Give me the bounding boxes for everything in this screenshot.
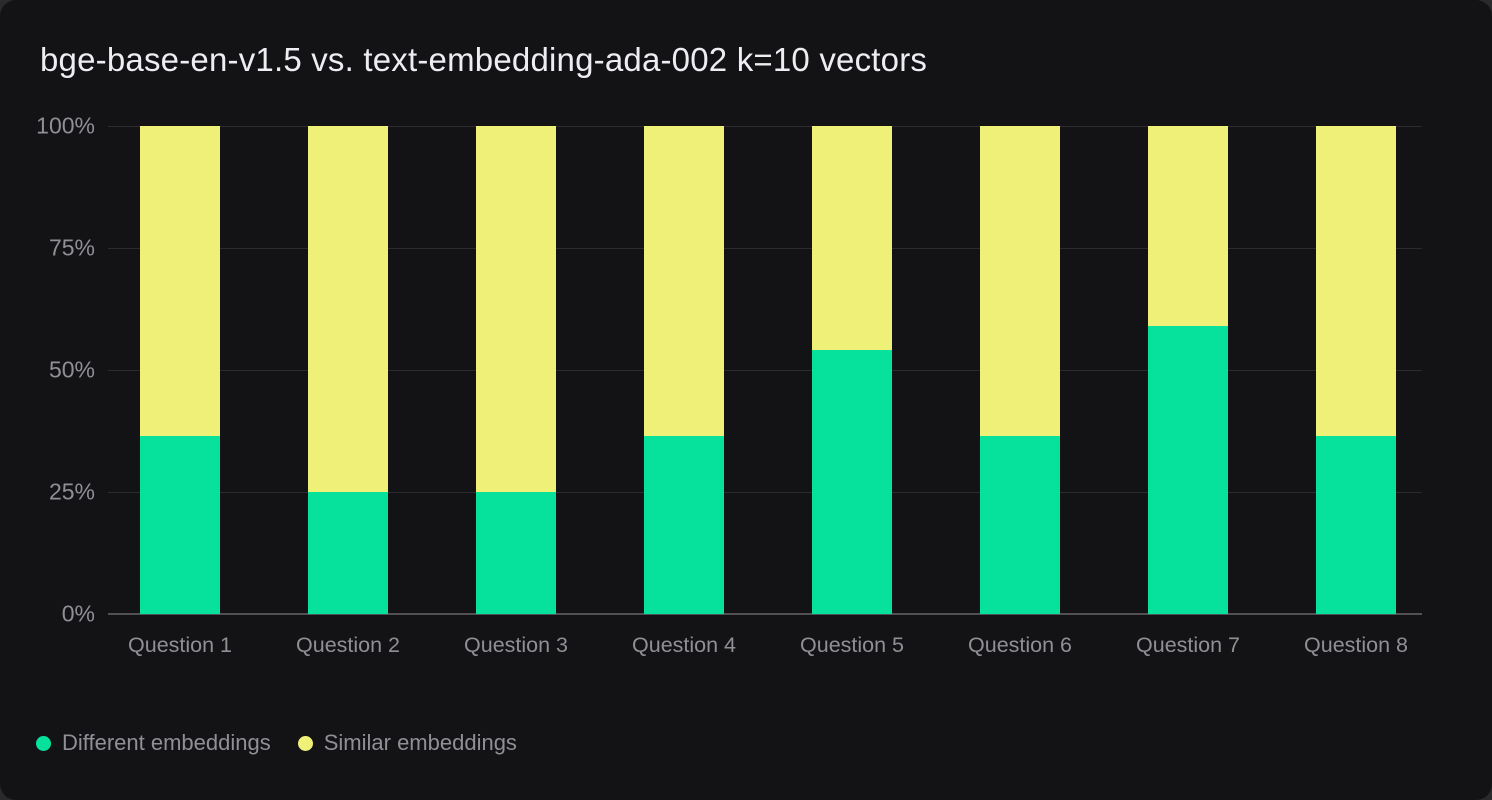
bar-segment-similar xyxy=(644,126,724,436)
chart-title: bge-base-en-v1.5 vs. text-embedding-ada-… xyxy=(40,41,928,78)
x-tick-label: Question 1 xyxy=(128,633,232,657)
bar-4 xyxy=(644,126,724,614)
x-tick-label: Question 2 xyxy=(296,633,400,657)
x-tick-label: Question 8 xyxy=(1304,633,1408,657)
bar-segment-similar xyxy=(812,126,892,351)
bar-segment-similar xyxy=(476,126,556,492)
x-tick-label: Question 3 xyxy=(464,633,568,657)
bar-segment-different xyxy=(476,492,556,614)
bar-segment-different xyxy=(308,492,388,614)
bar-segment-similar xyxy=(980,126,1060,436)
bar-segment-different xyxy=(644,435,724,614)
x-axis: Question 1 Question 2 Question 3 Question 4… xyxy=(108,633,1422,663)
bar-5 xyxy=(812,126,892,614)
bar-8 xyxy=(1316,126,1396,614)
plot-area xyxy=(108,126,1422,615)
gridline xyxy=(108,370,1422,371)
bar-6 xyxy=(980,126,1060,614)
gridline xyxy=(108,492,1422,493)
bar-segment-similar xyxy=(140,126,220,436)
legend: Different embeddings Similar embeddings xyxy=(36,730,517,756)
y-tick-label: 25% xyxy=(48,478,95,505)
bar-segment-different xyxy=(1316,435,1396,614)
bar-7 xyxy=(1148,126,1228,614)
legend-item-similar[interactable]: Similar embeddings xyxy=(297,730,517,756)
y-tick-label: 100% xyxy=(36,112,95,139)
bar-3 xyxy=(476,126,556,614)
x-tick-label: Question 6 xyxy=(968,633,1072,657)
gridline xyxy=(108,126,1422,127)
x-tick-label: Question 7 xyxy=(1136,633,1240,657)
bar-segment-different xyxy=(140,435,220,614)
bar-segment-similar xyxy=(1316,126,1396,436)
legend-dot-icon xyxy=(297,735,313,751)
x-tick-label: Question 5 xyxy=(800,633,904,657)
legend-item-different[interactable]: Different embeddings xyxy=(36,730,271,756)
bar-2 xyxy=(308,126,388,614)
y-tick-label: 50% xyxy=(48,356,95,383)
bar-segment-different xyxy=(812,350,892,614)
y-axis: 0% 25% 50% 75% 100% xyxy=(0,113,95,627)
y-tick-label: 75% xyxy=(48,234,95,261)
legend-label: Different embeddings xyxy=(62,730,271,755)
bar-1 xyxy=(140,126,220,614)
legend-dot-icon xyxy=(36,735,51,751)
gridline xyxy=(108,248,1422,249)
x-tick-label: Question 4 xyxy=(632,633,736,657)
y-tick-label: 0% xyxy=(61,600,95,627)
bar-segment-similar xyxy=(1148,126,1228,327)
x-axis-line xyxy=(108,613,1422,615)
legend-label: Similar embeddings xyxy=(323,730,517,755)
bar-segment-similar xyxy=(308,126,388,492)
bar-segment-different xyxy=(1148,326,1228,614)
bar-segment-different xyxy=(980,435,1060,614)
